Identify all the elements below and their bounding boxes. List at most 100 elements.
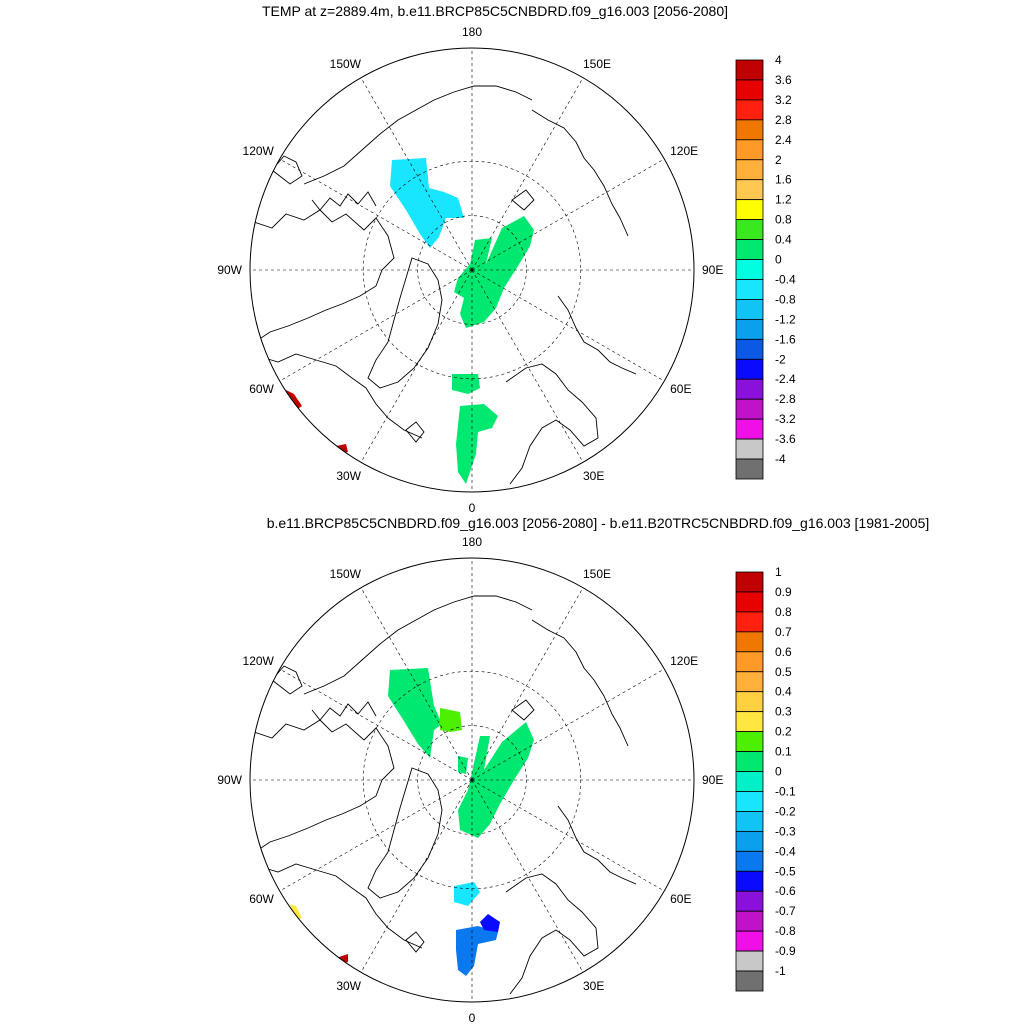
colorbar-box	[735, 850, 764, 872]
colorbar-tick-label: 0.4	[775, 685, 792, 699]
colorbar-tick-label: 1	[775, 565, 782, 579]
region-red-cells-southern-edge	[286, 390, 348, 454]
coastline	[511, 189, 535, 211]
colorbar-box	[735, 179, 764, 201]
meridian-gridline	[471, 587, 584, 781]
parallel-gridline	[362, 160, 582, 380]
meridian-gridline	[279, 158, 473, 271]
colorbar-box	[735, 79, 764, 101]
colorbar-tick-label: -4	[775, 452, 786, 466]
colorbar-tick-label: 0.3	[775, 705, 792, 719]
longitude-label: 60E	[670, 892, 691, 906]
coastline	[505, 363, 599, 485]
colorbar-box	[735, 338, 764, 360]
meridian-gridline	[471, 77, 584, 271]
colorbar-tick-label: -0.1	[775, 784, 796, 798]
meridian-gridline	[279, 269, 473, 382]
colorbar-tick-label: 2.8	[775, 113, 792, 127]
colorbar-box	[735, 791, 764, 812]
colorbar-tick-label: -0.7	[775, 904, 796, 918]
colorbar-tick-label: 0.6	[775, 645, 792, 659]
colorbar-box	[735, 910, 764, 932]
region-darkblue-cells-north-atlantic	[480, 914, 500, 932]
longitude-label: 60W	[249, 892, 274, 906]
longitude-label: 30W	[336, 979, 361, 993]
colorbar-tick-label: -1	[775, 964, 786, 978]
coastline	[311, 191, 377, 211]
colorbar-box	[735, 259, 764, 280]
parallel-gridline	[417, 215, 527, 325]
colorbar-box	[735, 299, 764, 320]
coastline	[271, 665, 303, 695]
map-border	[249, 47, 695, 493]
map-area	[250, 48, 694, 492]
colorbar-box	[735, 139, 764, 161]
colorbar-box	[735, 239, 764, 260]
colorbar-box	[735, 771, 764, 792]
colorbar-tick-label: -0.2	[775, 804, 796, 818]
colorbar-tick-label: -0.8	[775, 292, 796, 306]
colorbar-box	[735, 318, 764, 340]
region-green-cells-east-siberian-sector	[454, 216, 534, 328]
coastline	[367, 767, 443, 899]
meridian-gridline	[360, 779, 473, 973]
coastline	[367, 257, 443, 389]
coastline	[557, 295, 637, 375]
colorbar-tick-label: -2.8	[775, 392, 796, 406]
longitude-label: 90E	[702, 773, 723, 787]
colorbar-box	[735, 691, 764, 713]
map-area	[250, 558, 694, 1002]
colorbar-box	[735, 99, 764, 121]
longitude-label: 30W	[336, 469, 361, 483]
longitude-label: 60E	[670, 382, 691, 396]
coastline	[253, 719, 395, 851]
meridian-gridline	[360, 587, 473, 781]
colorbar-tick-label: 1.6	[775, 173, 792, 187]
region-yellow-cells-southern-edge	[290, 904, 302, 920]
colorbar-tick-label: -0.4	[775, 272, 796, 286]
meridian-gridline	[279, 668, 473, 781]
longitude-label: 90W	[217, 263, 242, 277]
region-cyan-cells-canadian-arctic	[390, 158, 464, 248]
meridian-gridline	[471, 779, 665, 892]
region-green-cells-north-atlantic	[452, 374, 498, 484]
map-border	[249, 557, 695, 1003]
map-panel-1: TEMP at z=2889.4m, b.e11.BRCP85C5CNBDRD.…	[217, 3, 796, 515]
longitude-label: 0	[469, 1011, 476, 1024]
parallel-gridline	[362, 670, 582, 890]
coastline	[257, 353, 423, 439]
colorbar-tick-label: -3.2	[775, 412, 796, 426]
region-blue-cells-north-atlantic	[456, 926, 498, 976]
colorbar-box	[735, 711, 764, 733]
colorbar-box	[735, 458, 764, 480]
colorbar-box	[735, 159, 764, 181]
colorbar-box	[735, 611, 764, 633]
colorbar-tick-label: 0.4	[775, 233, 792, 247]
colorbar-box	[735, 671, 764, 693]
colorbar-tick-label: 2	[775, 153, 782, 167]
meridian-gridline	[471, 779, 584, 973]
coastline	[511, 699, 535, 721]
longitude-label: 180	[462, 25, 482, 39]
colorbar: 1 0.9 0.8 0.7 0.6 0.5 0.4 0.3 0.2 0.1 0 -0.1 -0.2 -0.…	[735, 565, 796, 992]
colorbar-tick-label: -0.6	[775, 884, 796, 898]
colorbar-box	[735, 870, 764, 892]
coastline	[557, 805, 637, 885]
colorbar-box	[735, 970, 764, 992]
colorbar-box	[735, 751, 764, 772]
meridian-gridline	[471, 269, 665, 382]
colorbar-tick-label: -0.8	[775, 924, 796, 938]
colorbar-tick-label: -0.4	[775, 844, 796, 858]
meridian-gridline	[471, 269, 584, 463]
colorbar-tick-label: -2	[775, 352, 786, 366]
colorbar-box	[735, 59, 764, 81]
longitude-label: 0	[469, 501, 476, 515]
colorbar-box	[735, 651, 764, 673]
colorbar-box	[735, 378, 764, 400]
longitude-label: 60W	[249, 382, 274, 396]
colorbar-tick-label: -0.3	[775, 824, 796, 838]
colorbar-box	[735, 571, 764, 593]
colorbar-tick-label: 0.1	[775, 745, 792, 759]
colorbar-box	[735, 438, 764, 460]
